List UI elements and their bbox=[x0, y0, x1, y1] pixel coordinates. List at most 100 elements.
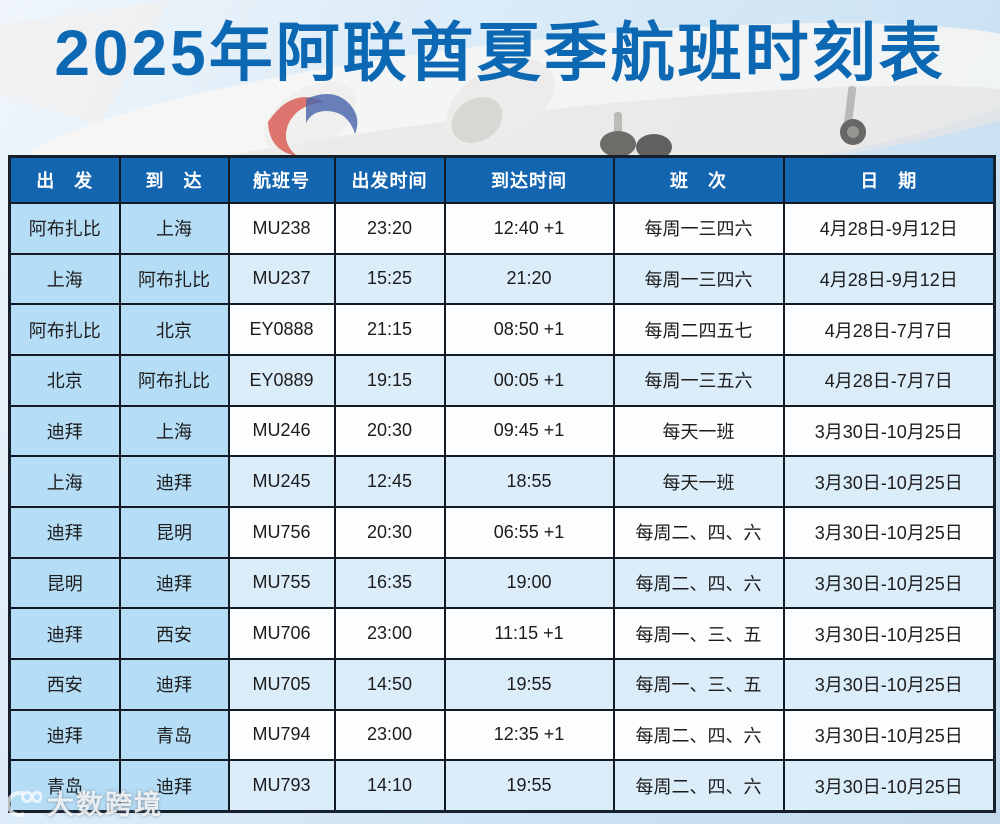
header-row: 出 发 到 达 航班号 出发时间 到达时间 班 次 日 期 bbox=[8, 155, 996, 204]
cell-arrival-city: 昆明 bbox=[118, 505, 230, 559]
cell-departure-city: 昆明 bbox=[8, 556, 121, 610]
cell-frequency: 每周二四五七 bbox=[612, 303, 785, 356]
cell-arrival-city: 西安 bbox=[118, 607, 230, 660]
cell-arrival-city: 迪拜 bbox=[118, 556, 230, 610]
cell-arrival-time: 19:55 bbox=[443, 657, 615, 711]
flight-schedule-table: 出 发 到 达 航班号 出发时间 到达时间 班 次 日 期 阿布扎比 上海 MU… bbox=[8, 155, 996, 813]
cell-arrival-city: 迪拜 bbox=[118, 657, 230, 711]
page-title: 2025年阿联酋夏季航班时刻表 bbox=[54, 17, 946, 89]
cell-arrival-time: 18:55 bbox=[443, 455, 615, 508]
cell-arrival-time: 21:20 bbox=[443, 252, 615, 306]
cell-frequency: 每周一三四六 bbox=[612, 252, 785, 306]
tail-wing bbox=[0, 0, 170, 125]
cell-arrival-time: 09:45 +1 bbox=[443, 404, 615, 458]
cell-frequency: 每天一班 bbox=[612, 404, 785, 458]
cell-flight-number: MU793 bbox=[227, 759, 336, 813]
cell-flight-number: MU246 bbox=[227, 404, 336, 458]
cell-departure-city: 迪拜 bbox=[8, 607, 121, 660]
column-header-arrival-time: 到达时间 bbox=[443, 155, 615, 204]
cell-departure-city: 迪拜 bbox=[8, 404, 121, 458]
cell-departure-time: 12:45 bbox=[333, 455, 446, 508]
cell-dates: 3月30日-10月25日 bbox=[782, 657, 996, 711]
cell-frequency: 每周二、四、六 bbox=[612, 759, 785, 813]
cell-dates: 3月30日-10月25日 bbox=[782, 759, 996, 813]
cell-departure-time: 23:00 bbox=[333, 607, 446, 660]
column-header-arrival: 到 达 bbox=[118, 155, 230, 204]
cell-flight-number: MU245 bbox=[227, 455, 336, 508]
cell-departure-city: 阿布扎比 bbox=[8, 202, 121, 255]
cell-arrival-city: 上海 bbox=[118, 404, 230, 458]
china-eastern-logo bbox=[268, 94, 358, 156]
cell-frequency: 每周一三五六 bbox=[612, 353, 785, 407]
cell-dates: 4月28日-7月7日 bbox=[782, 303, 996, 356]
table-row: 迪拜 上海 MU246 20:30 09:45 +1 每天一班 3月30日-10… bbox=[8, 404, 996, 458]
cell-departure-city: 迪拜 bbox=[8, 708, 121, 762]
cell-arrival-time: 11:15 +1 bbox=[443, 607, 615, 660]
table-row: 西安 迪拜 MU705 14:50 19:55 每周一、三、五 3月30日-10… bbox=[8, 657, 996, 711]
cell-frequency: 每周二、四、六 bbox=[612, 556, 785, 610]
cell-flight-number: MU755 bbox=[227, 556, 336, 610]
column-header-flight-number: 航班号 bbox=[227, 155, 336, 204]
cell-dates: 3月30日-10月25日 bbox=[782, 455, 996, 508]
cell-departure-time: 16:35 bbox=[333, 556, 446, 610]
cell-dates: 3月30日-10月25日 bbox=[782, 404, 996, 458]
table-row: 迪拜 青岛 MU794 23:00 12:35 +1 每周二、四、六 3月30日… bbox=[8, 708, 996, 762]
cell-departure-city: 青岛 bbox=[8, 759, 121, 813]
cell-dates: 4月28日-9月12日 bbox=[782, 252, 996, 306]
cell-departure-time: 20:30 bbox=[333, 404, 446, 458]
cell-arrival-time: 08:50 +1 bbox=[443, 303, 615, 356]
cell-departure-time: 14:50 bbox=[333, 657, 446, 711]
cell-frequency: 每周一、三、五 bbox=[612, 607, 785, 660]
cell-departure-time: 23:20 bbox=[333, 202, 446, 255]
cell-frequency: 每周二、四、六 bbox=[612, 505, 785, 559]
cell-departure-time: 15:25 bbox=[333, 252, 446, 306]
table-row: 迪拜 西安 MU706 23:00 11:15 +1 每周一、三、五 3月30日… bbox=[8, 607, 996, 660]
cell-flight-number: MU238 bbox=[227, 202, 336, 255]
cell-arrival-time: 06:55 +1 bbox=[443, 505, 615, 559]
cell-arrival-city: 上海 bbox=[118, 202, 230, 255]
column-header-departure: 出 发 bbox=[8, 155, 121, 204]
table-row: 上海 迪拜 MU245 12:45 18:55 每天一班 3月30日-10月25… bbox=[8, 455, 996, 508]
table-row: 昆明 迪拜 MU755 16:35 19:00 每周二、四、六 3月30日-10… bbox=[8, 556, 996, 610]
cell-arrival-time: 19:55 bbox=[443, 759, 615, 813]
cell-flight-number: MU706 bbox=[227, 607, 336, 660]
cell-flight-number: MU794 bbox=[227, 708, 336, 762]
cell-arrival-city: 迪拜 bbox=[118, 455, 230, 508]
cell-dates: 4月28日-7月7日 bbox=[782, 353, 996, 407]
cell-departure-time: 20:30 bbox=[333, 505, 446, 559]
cell-arrival-time: 19:00 bbox=[443, 556, 615, 610]
cell-dates: 3月30日-10月25日 bbox=[782, 607, 996, 660]
cell-departure-time: 14:10 bbox=[333, 759, 446, 813]
cell-departure-time: 23:00 bbox=[333, 708, 446, 762]
cell-flight-number: EY0889 bbox=[227, 353, 336, 407]
cell-departure-city: 北京 bbox=[8, 353, 121, 407]
column-header-frequency: 班 次 bbox=[612, 155, 785, 204]
cell-departure-city: 上海 bbox=[8, 252, 121, 306]
cell-departure-city: 迪拜 bbox=[8, 505, 121, 559]
cell-arrival-time: 12:35 +1 bbox=[443, 708, 615, 762]
cell-dates: 3月30日-10月25日 bbox=[782, 708, 996, 762]
cell-arrival-time: 12:40 +1 bbox=[443, 202, 615, 255]
cell-frequency: 每天一班 bbox=[612, 455, 785, 508]
cell-departure-city: 上海 bbox=[8, 455, 121, 508]
table-row: 北京 阿布扎比 EY0889 19:15 00:05 +1 每周一三五六 4月2… bbox=[8, 353, 996, 407]
cell-flight-number: MU705 bbox=[227, 657, 336, 711]
cell-flight-number: MU237 bbox=[227, 252, 336, 306]
cell-frequency: 每周二、四、六 bbox=[612, 708, 785, 762]
cell-arrival-city: 青岛 bbox=[118, 708, 230, 762]
cell-departure-city: 阿布扎比 bbox=[8, 303, 121, 356]
table-row: 阿布扎比 北京 EY0888 21:15 08:50 +1 每周二四五七 4月2… bbox=[8, 303, 996, 356]
cell-departure-time: 19:15 bbox=[333, 353, 446, 407]
table-row: 上海 阿布扎比 MU237 15:25 21:20 每周一三四六 4月28日-9… bbox=[8, 252, 996, 306]
cell-arrival-city: 北京 bbox=[118, 303, 230, 356]
table-row: 迪拜 昆明 MU756 20:30 06:55 +1 每周二、四、六 3月30日… bbox=[8, 505, 996, 559]
cell-dates: 3月30日-10月25日 bbox=[782, 505, 996, 559]
cell-arrival-city: 迪拜 bbox=[118, 759, 230, 813]
column-header-dates: 日 期 bbox=[782, 155, 996, 204]
cell-frequency: 每周一三四六 bbox=[612, 202, 785, 255]
table-row: 阿布扎比 上海 MU238 23:20 12:40 +1 每周一三四六 4月28… bbox=[8, 202, 996, 255]
cell-frequency: 每周一、三、五 bbox=[612, 657, 785, 711]
cell-arrival-time: 00:05 +1 bbox=[443, 353, 615, 407]
table-row: 青岛 迪拜 MU793 14:10 19:55 每周二、四、六 3月30日-10… bbox=[8, 759, 996, 813]
